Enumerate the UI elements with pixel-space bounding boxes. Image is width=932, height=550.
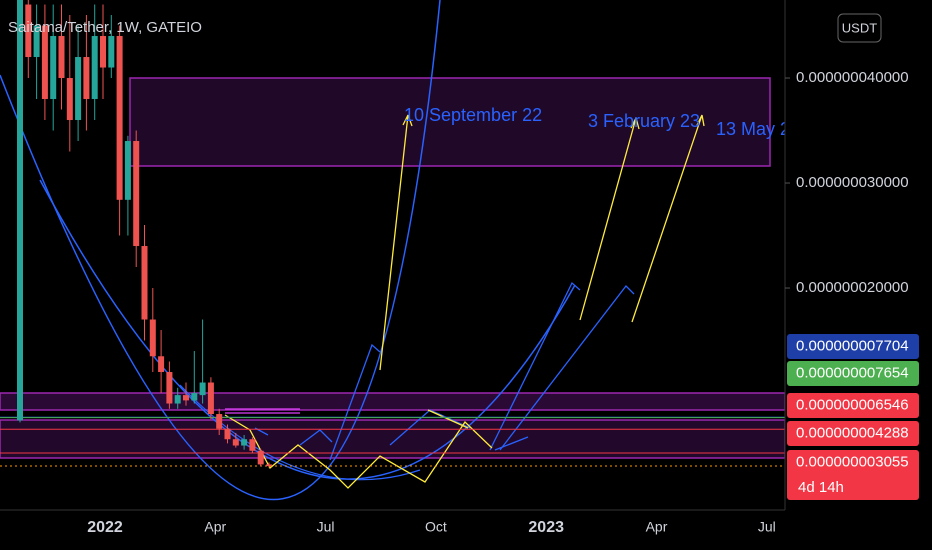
curve — [0, 0, 441, 501]
candle-body — [116, 36, 123, 200]
candle-body — [199, 382, 206, 396]
annotation: 10 September 22 — [404, 105, 542, 125]
currency-button[interactable] — [837, 13, 882, 43]
candle-body — [266, 464, 272, 467]
x-tick-label: Jul — [317, 519, 335, 535]
candle-body — [75, 57, 82, 121]
x-tick-label: 2023 — [528, 519, 564, 536]
candle-body — [166, 372, 173, 404]
candle-body — [50, 36, 57, 100]
candle-body — [249, 439, 256, 451]
price-label-box — [787, 361, 919, 386]
candle-body — [207, 382, 214, 415]
x-tick-label: Oct — [425, 519, 447, 535]
y-tick-label: 0.000000020000 — [796, 279, 909, 296]
price-label: 0.000000007654 — [796, 364, 909, 381]
candle-body — [58, 36, 65, 79]
x-tick-label: 2022 — [87, 519, 123, 536]
price-label: 0.000000003055 — [796, 453, 909, 470]
drawings: 10 September 22 3 February 23 13 May 23 — [0, 0, 800, 501]
candle-body — [158, 356, 165, 373]
candle-body — [133, 141, 140, 247]
annotation: 13 May 23 — [716, 119, 800, 139]
y-tick-label: 0.000000030000 — [796, 174, 909, 191]
candle-body — [83, 57, 90, 100]
candle-body — [91, 36, 98, 100]
series — [0, 0, 785, 468]
candle-body — [41, 25, 48, 100]
candle-body — [141, 246, 148, 320]
small-lines — [225, 408, 300, 414]
price-label: 0.000000004288 — [796, 424, 909, 441]
price-label-box — [787, 421, 919, 446]
annotation: 3 February 23 — [588, 111, 700, 131]
candle-body — [174, 395, 181, 404]
currency-label[interactable]: USDT — [842, 20, 877, 35]
candle-body — [66, 78, 73, 121]
candle-body — [100, 36, 106, 68]
candle-body — [257, 450, 264, 465]
blue-arrows — [254, 281, 635, 461]
candle-body — [33, 25, 40, 58]
chart-title: Saitama/Tether, 1W, GATEIO — [8, 19, 202, 36]
candle-body — [124, 141, 131, 200]
candle-body — [232, 439, 239, 446]
candle-body — [108, 36, 115, 68]
x-tick-label: Jul — [758, 519, 776, 535]
price-label-box — [787, 334, 919, 359]
candle-body — [17, 0, 23, 421]
price-label: 0.000000007704 — [796, 337, 909, 354]
x-tick-label: Apr — [646, 519, 668, 535]
candle-body — [183, 395, 189, 401]
price-label: 0.000000006546 — [796, 396, 909, 413]
zone-band — [0, 419, 785, 459]
zone-band — [0, 392, 785, 411]
countdown: 4d 14h — [798, 479, 844, 496]
yellow-arrows — [224, 114, 705, 489]
candle-body — [25, 4, 32, 58]
price-label-box — [787, 393, 919, 418]
candle-body — [191, 393, 198, 401]
candle-body — [224, 428, 231, 440]
zone-box — [129, 77, 771, 167]
curve — [39, 179, 576, 480]
candle-body — [241, 439, 248, 446]
x-tick-label: Apr — [204, 519, 226, 535]
y-tick-label: 0.000000040000 — [796, 69, 909, 86]
candle-body — [216, 414, 223, 429]
price-label-box — [787, 450, 919, 500]
candle-body — [149, 319, 156, 357]
